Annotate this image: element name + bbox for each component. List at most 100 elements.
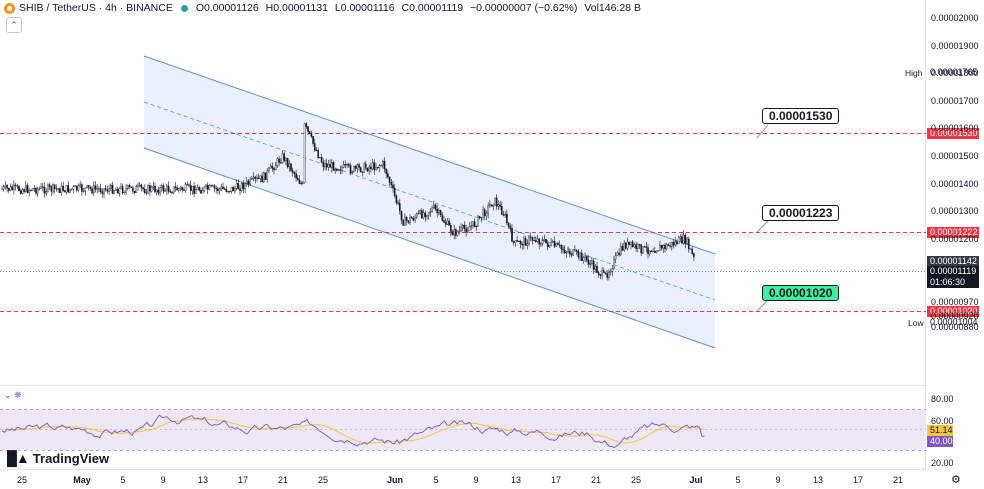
- candle-body: [118, 187, 121, 194]
- candle-body: [538, 238, 540, 245]
- candle-body: [336, 168, 338, 171]
- candle-body: [79, 184, 81, 186]
- candle-body: [354, 166, 357, 169]
- candle-body: [502, 214, 505, 216]
- candle-body: [548, 244, 551, 247]
- price-scale-label: 0.00001800: [931, 68, 979, 79]
- candle-body: [218, 188, 221, 191]
- time-axis-label: 9: [160, 475, 166, 485]
- candle-body: [575, 249, 578, 252]
- candle-body: [677, 237, 680, 245]
- symbol-label[interactable]: SHIB / TetherUS · 4h · BINANCE: [19, 2, 173, 14]
- callout-leader-1020: [756, 299, 769, 312]
- candle-body: [380, 165, 382, 167]
- candle-body: [451, 231, 454, 236]
- rsi-indicator-icon[interactable]: ❋: [14, 390, 22, 400]
- candle-body: [482, 209, 484, 218]
- candle-body: [512, 241, 515, 243]
- callout-support-1020[interactable]: 0.00001020: [762, 285, 840, 301]
- candle-body: [489, 204, 491, 206]
- collapse-legend-button[interactable]: ⌃: [6, 17, 22, 33]
- candle-body: [25, 185, 27, 192]
- candle-body: [407, 220, 410, 223]
- candle-body: [376, 167, 379, 169]
- candle-body: [342, 164, 345, 168]
- candle-body: [650, 250, 653, 252]
- candle-body: [2, 186, 5, 190]
- candle-body: [349, 165, 352, 174]
- candle-body: [613, 258, 615, 269]
- candle-body: [1, 188, 3, 190]
- candle-body: [295, 173, 297, 179]
- market-status-icon: [180, 4, 188, 12]
- candle-body: [179, 187, 182, 189]
- price-scale-label: 0.00001400: [931, 178, 979, 189]
- candle-body: [558, 244, 561, 246]
- channel-upper-line[interactable]: [143, 55, 716, 255]
- candle-body: [609, 271, 612, 273]
- candle-body: [385, 168, 388, 174]
- candle-body: [614, 255, 617, 260]
- rsi-legend[interactable]: ⌄ ❋: [4, 390, 22, 401]
- candle-body: [597, 272, 600, 275]
- candle-body: [633, 244, 636, 247]
- price-chart[interactable]: [0, 0, 926, 470]
- candle-body: [543, 238, 546, 241]
- candle-body: [405, 217, 408, 221]
- candle-body: [504, 213, 507, 216]
- settings-gear-icon[interactable]: ⚙: [951, 474, 961, 486]
- candle-body: [540, 243, 542, 245]
- candle-body: [655, 251, 658, 253]
- candle-body: [23, 189, 25, 192]
- candle-body: [339, 169, 342, 171]
- candle-body: [359, 167, 362, 173]
- candle-body: [485, 212, 488, 217]
- candle-body: [334, 168, 337, 171]
- price-scale-label: 0.00001300: [931, 206, 979, 217]
- candle-body: [426, 215, 428, 217]
- time-axis-label: 9: [775, 475, 781, 485]
- candle-body: [111, 184, 114, 194]
- candle-body: [264, 172, 267, 180]
- chevron-down-icon[interactable]: ⌄: [4, 390, 12, 400]
- candle-body: [184, 184, 187, 191]
- candle-body: [237, 183, 240, 190]
- candle-body: [169, 191, 172, 193]
- candle-body: [480, 217, 483, 219]
- low-value: L0.00001116: [334, 2, 395, 14]
- candle-body: [252, 176, 255, 179]
- candle-body: [682, 234, 685, 244]
- tradingview-logo[interactable]: █▲ TradingView: [7, 450, 109, 466]
- candle-body: [101, 191, 104, 194]
- candle-body: [356, 164, 359, 169]
- time-axis-label: 5: [735, 475, 741, 485]
- candle-body: [463, 225, 466, 229]
- candle-body: [490, 204, 493, 207]
- candle-body: [637, 244, 639, 249]
- candle-body: [642, 246, 644, 254]
- badge-1020: 0.00001020: [927, 306, 979, 317]
- channel-middle-line[interactable]: [143, 101, 716, 301]
- candle-body: [473, 221, 476, 227]
- candle-body: [399, 203, 401, 212]
- channel-lower-line[interactable]: [143, 147, 716, 349]
- candle-body: [652, 250, 654, 252]
- volume-value: Vol146.28 B: [584, 2, 641, 14]
- candle-body: [424, 212, 427, 217]
- candle-body: [310, 133, 313, 137]
- candle-body: [506, 213, 508, 224]
- candle-body: [126, 185, 129, 189]
- ohlc-values: O0.00001126 H0.00001131 L0.00001116 C0.0…: [196, 2, 645, 14]
- callout-resistance-1223[interactable]: 0.00001223: [762, 205, 840, 221]
- candle-body: [686, 238, 688, 244]
- candle-body: [465, 228, 467, 233]
- price-scale-label: 0.00000920: [931, 311, 979, 322]
- callout-resistance-1530[interactable]: 0.00001530: [762, 108, 840, 124]
- rsi-ma-badge: 51.14: [927, 425, 953, 436]
- candle-body: [586, 255, 588, 261]
- candle-body: [193, 185, 195, 194]
- candle-body: [402, 219, 405, 226]
- candle-body: [436, 209, 439, 214]
- candle-body: [526, 243, 529, 246]
- candle-body: [363, 163, 365, 173]
